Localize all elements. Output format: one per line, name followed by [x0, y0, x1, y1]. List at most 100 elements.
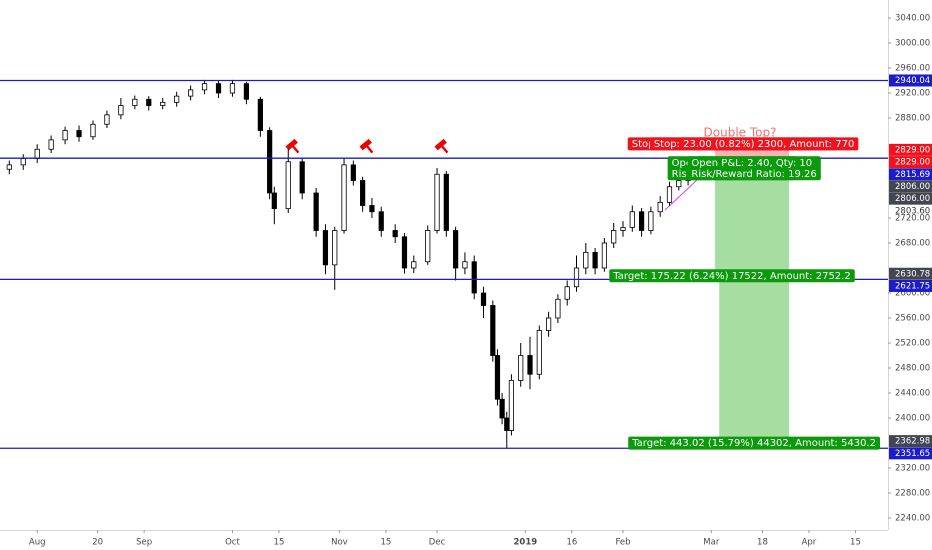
y-tick-label: 2680.00: [895, 239, 930, 249]
candle-body: [229, 83, 236, 94]
price-tag-label: 2829.00: [895, 145, 930, 155]
price-tag-label: 2815.69: [895, 170, 930, 180]
candle-body: [76, 130, 82, 138]
stop-label-text: Stop: 23.00 (0.82%) 2300, Amount: 770: [654, 139, 855, 150]
y-tick-label: 2240.00: [895, 514, 930, 524]
candle-body: [174, 95, 180, 103]
pnl-label-text: Open P&L: 2.40, Qty: 10: [691, 158, 812, 169]
x-tick-label: 18: [757, 538, 768, 548]
hammer-icon: [359, 138, 374, 154]
candle-body: [555, 298, 561, 319]
y-tick-label: 2920.00: [895, 89, 930, 99]
candle-body: [104, 114, 110, 125]
x-tick-label: 15: [274, 538, 285, 548]
candle-body: [369, 205, 375, 213]
x-tick-label: Feb: [615, 538, 630, 548]
price-tag-label: 2806.00: [895, 194, 930, 204]
candle-body: [215, 83, 222, 94]
y-tick-label: 2320.00: [895, 464, 930, 474]
stop-label-box: [649, 137, 859, 151]
hammer-icon: [434, 138, 449, 154]
y-tick-label: 2880.00: [895, 114, 930, 124]
candle-body: [504, 417, 510, 431]
y-tick-label: 2400.00: [895, 414, 930, 424]
candle-body: [592, 251, 598, 269]
y-tick-label: 2960.00: [895, 64, 930, 74]
x-tick-label: 2019: [514, 538, 538, 548]
candle-body: [160, 101, 166, 106]
pnl-label-text: Risk/Reward Ratio: 19.26: [691, 169, 816, 180]
price-tag: [889, 447, 932, 460]
price-tag: [889, 74, 932, 87]
y-tick-label: 2280.00: [895, 489, 930, 499]
candle-body: [453, 230, 459, 269]
candle-body: [508, 380, 515, 431]
candle-body: [518, 355, 524, 381]
y-tick-label: 3040.00: [895, 14, 930, 24]
trend-line: [664, 179, 698, 211]
target-label: Target: 443.02 (15.79%) 44302, Amount: 5…: [628, 436, 880, 450]
candle-body: [243, 83, 250, 100]
pnl-label-box: [687, 156, 821, 181]
candle-body: [494, 355, 501, 400]
candle-body: [546, 317, 552, 331]
candle-body: [313, 192, 319, 231]
target-label-box: [628, 436, 880, 450]
price-tag: [889, 267, 932, 280]
x-tick-label: Dec: [429, 538, 446, 548]
candle-body: [392, 230, 398, 238]
candle-body: [118, 105, 124, 116]
x-tick-label: 20: [92, 538, 103, 548]
hammer-icons: [285, 138, 449, 154]
candle-body: [638, 211, 645, 231]
price-tag-label: 2630.78: [895, 269, 930, 279]
candle-body: [90, 123, 96, 138]
price-tag: [889, 435, 932, 448]
price-tag-label: 2940.04: [895, 76, 930, 86]
candle-body: [257, 98, 263, 131]
candle-body: [536, 330, 542, 375]
candle-body: [480, 292, 487, 306]
candle-body: [62, 130, 68, 141]
candle-body: [299, 161, 305, 194]
x-tick-label: 15: [850, 538, 861, 548]
candle-body: [34, 148, 40, 160]
candle-body: [267, 130, 273, 194]
profit-zone: [719, 164, 789, 442]
price-tag-label: 2829.00: [895, 158, 930, 168]
x-tick-label: Mar: [703, 538, 720, 548]
price-tag: [889, 279, 932, 292]
y-tick-label: 2600.00: [895, 289, 930, 299]
candle-body: [378, 211, 384, 231]
target-label-text: Target: 175.22 (6.24%) 17522, Amount: 27…: [612, 271, 850, 282]
price-tag-label: 2803.60: [895, 206, 930, 216]
hammer-icon: [285, 138, 300, 154]
candle-body: [620, 226, 626, 231]
plot: [0, 79, 888, 449]
x-tick-label: Aug: [29, 538, 46, 548]
candle-body: [527, 355, 533, 375]
candle-body: [499, 398, 505, 419]
candle-body: [132, 98, 138, 106]
candle-body: [411, 261, 417, 269]
price-tag-label: 2806.00: [895, 182, 930, 192]
price-tag: [889, 168, 932, 181]
x-tick-label: Apr: [802, 538, 817, 548]
price-tag: [889, 192, 932, 205]
candle-body: [425, 230, 431, 263]
candle-body: [443, 173, 449, 231]
candle-body: [360, 180, 366, 206]
stop-label: Stop: 23.00 (0.82%) 2300, Amount: 770: [649, 137, 859, 151]
y-tick-label: 2480.00: [895, 364, 930, 374]
annotation: Double Top?: [704, 126, 777, 140]
candle-body: [666, 186, 673, 203]
price-tag-label: 2362.98: [895, 437, 930, 447]
candle-body: [322, 230, 329, 266]
target-label-box: [609, 269, 855, 283]
candle-body: [573, 267, 580, 288]
x-tick-label: Oct: [225, 538, 240, 548]
candle-body: [188, 89, 194, 97]
candle-body: [6, 164, 12, 170]
